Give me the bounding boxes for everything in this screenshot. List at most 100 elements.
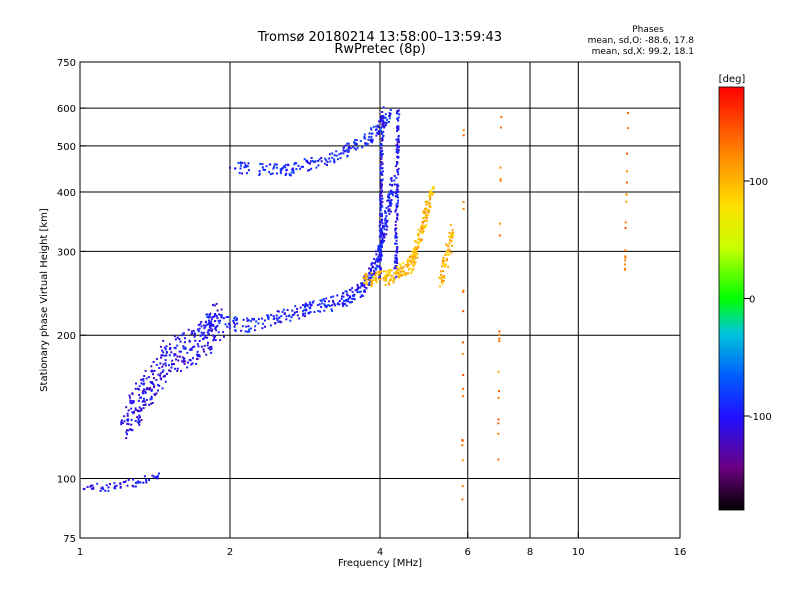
data-point	[285, 168, 288, 171]
data-point	[380, 245, 383, 248]
data-point	[200, 331, 203, 334]
data-point	[406, 264, 409, 266]
data-point	[150, 402, 153, 405]
data-point	[268, 163, 271, 166]
data-point	[213, 337, 215, 340]
data-point	[250, 327, 252, 330]
data-point	[425, 224, 428, 227]
data-point	[379, 239, 382, 242]
data-point	[271, 172, 274, 175]
data-point	[273, 317, 276, 320]
data-point	[190, 330, 193, 333]
data-point	[388, 283, 391, 286]
data-point	[396, 112, 399, 115]
data-point	[407, 272, 409, 275]
data-point	[426, 210, 429, 213]
data-point	[395, 250, 397, 253]
data-point	[395, 257, 398, 260]
data-point	[331, 152, 334, 155]
data-point	[136, 387, 139, 390]
data-point	[381, 222, 384, 225]
data-point	[228, 324, 231, 327]
data-point	[394, 220, 397, 223]
data-point	[443, 260, 446, 263]
data-point	[390, 202, 393, 205]
data-point	[168, 364, 170, 367]
data-point	[396, 143, 399, 146]
data-point	[414, 253, 417, 256]
data-point	[214, 313, 216, 316]
data-point	[379, 266, 382, 268]
data-point	[365, 273, 368, 276]
data-point	[389, 192, 392, 195]
data-point	[381, 178, 384, 181]
colorbar-label: [deg]	[719, 74, 746, 85]
data-point	[317, 160, 320, 162]
data-point	[374, 260, 377, 263]
data-point	[302, 314, 305, 317]
data-point	[142, 399, 145, 402]
data-point	[389, 109, 392, 111]
data-point	[151, 474, 154, 477]
data-point	[448, 253, 451, 256]
data-point	[244, 330, 247, 333]
data-point	[324, 157, 327, 160]
data-point	[440, 279, 443, 281]
data-point	[189, 359, 192, 362]
data-point	[625, 200, 628, 203]
data-point	[382, 270, 385, 273]
data-point	[354, 289, 357, 292]
data-point	[413, 263, 416, 266]
data-point	[304, 312, 307, 315]
data-point	[335, 154, 338, 157]
data-point	[626, 170, 629, 173]
data-point	[365, 281, 368, 284]
data-point	[132, 478, 134, 481]
data-point	[416, 241, 419, 244]
data-point	[236, 317, 238, 320]
data-point	[246, 172, 248, 175]
data-point	[395, 203, 398, 206]
data-point	[384, 121, 387, 124]
data-point	[451, 229, 454, 232]
data-point	[341, 292, 344, 295]
data-point	[385, 278, 388, 281]
data-point	[333, 302, 336, 305]
data-point	[334, 304, 337, 307]
data-point	[623, 268, 626, 271]
data-point	[326, 160, 329, 163]
data-point	[265, 165, 268, 168]
data-point	[261, 327, 264, 330]
data-point	[396, 213, 399, 216]
data-point	[387, 271, 390, 274]
data-point	[227, 316, 230, 318]
data-point	[384, 284, 387, 286]
data-point	[129, 396, 131, 399]
data-point	[422, 230, 425, 233]
data-point	[422, 217, 425, 220]
data-point	[144, 391, 147, 394]
data-point	[392, 280, 395, 283]
data-point	[379, 221, 382, 224]
data-point	[379, 269, 382, 271]
data-point	[212, 339, 215, 342]
data-point	[441, 265, 444, 268]
data-point	[443, 276, 446, 279]
data-point	[390, 199, 393, 201]
data-point	[391, 194, 394, 197]
data-point	[394, 257, 397, 260]
data-point	[395, 234, 397, 237]
data-point	[324, 304, 326, 307]
data-point	[143, 397, 145, 400]
data-point	[326, 163, 328, 166]
data-point	[408, 268, 410, 271]
data-point	[380, 235, 383, 238]
data-point	[351, 287, 354, 290]
data-point	[138, 394, 141, 396]
data-point	[451, 232, 454, 235]
x-axis-label: Frequency [MHz]	[338, 558, 422, 569]
data-point	[409, 267, 412, 270]
data-point	[332, 301, 335, 304]
data-point	[240, 329, 243, 332]
data-point	[378, 260, 381, 263]
